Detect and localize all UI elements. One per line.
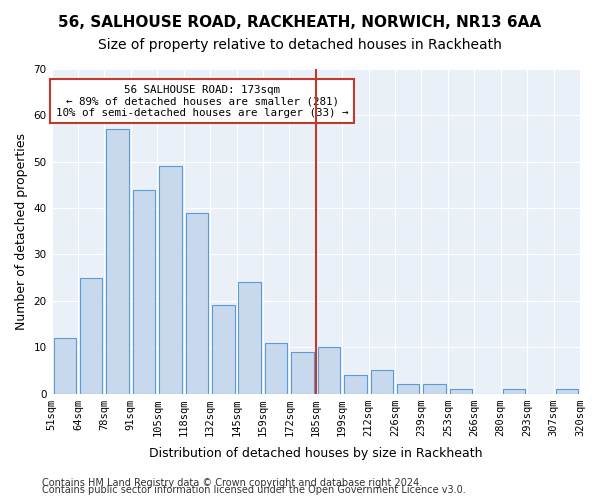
Bar xyxy=(212,306,235,394)
Text: 56, SALHOUSE ROAD, RACKHEATH, NORWICH, NR13 6AA: 56, SALHOUSE ROAD, RACKHEATH, NORWICH, N… xyxy=(58,15,542,30)
Bar xyxy=(371,370,393,394)
Bar xyxy=(238,282,261,394)
Text: Contains public sector information licensed under the Open Government Licence v3: Contains public sector information licen… xyxy=(42,485,466,495)
X-axis label: Distribution of detached houses by size in Rackheath: Distribution of detached houses by size … xyxy=(149,447,482,460)
Bar xyxy=(106,130,129,394)
Text: 56 SALHOUSE ROAD: 173sqm
← 89% of detached houses are smaller (281)
10% of semi-: 56 SALHOUSE ROAD: 173sqm ← 89% of detach… xyxy=(56,85,349,118)
Bar xyxy=(450,389,472,394)
Text: Contains HM Land Registry data © Crown copyright and database right 2024.: Contains HM Land Registry data © Crown c… xyxy=(42,478,422,488)
Bar xyxy=(159,166,182,394)
Bar xyxy=(53,338,76,394)
Bar xyxy=(503,389,525,394)
Bar xyxy=(318,347,340,394)
Bar xyxy=(424,384,446,394)
Bar xyxy=(185,212,208,394)
Bar xyxy=(397,384,419,394)
Bar xyxy=(133,190,155,394)
Y-axis label: Number of detached properties: Number of detached properties xyxy=(15,133,28,330)
Bar xyxy=(265,342,287,394)
Bar xyxy=(556,389,578,394)
Bar xyxy=(344,375,367,394)
Text: Size of property relative to detached houses in Rackheath: Size of property relative to detached ho… xyxy=(98,38,502,52)
Bar xyxy=(292,352,314,394)
Bar xyxy=(80,278,103,394)
